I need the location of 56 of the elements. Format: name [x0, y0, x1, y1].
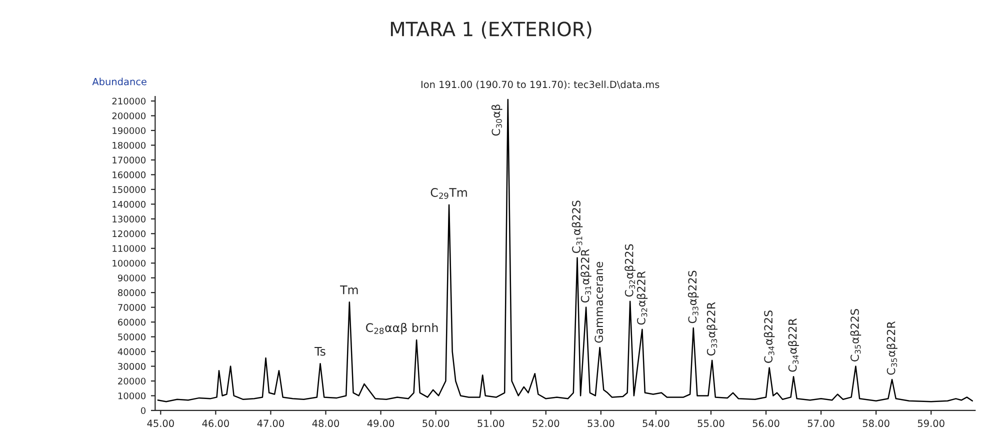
x-tick-label: 49.00 — [367, 420, 394, 428]
y-tick-label: 50000 — [118, 334, 146, 340]
chart-title: MTARA 1 (EXTERIOR) — [390, 21, 592, 39]
annotation: C$_{29}$Tm — [430, 188, 467, 199]
annotation: C$_{35}$αβ22S — [850, 309, 862, 362]
y-tick-label: 120000 — [112, 230, 146, 238]
annotation: C$_{33}$αβ22S — [688, 270, 699, 324]
x-tick-label: 57.00 — [808, 420, 834, 428]
y-tick-label: 200000 — [112, 112, 146, 120]
y-tick-label: 140000 — [112, 200, 146, 208]
annotation: C$_{31}$αβ22R — [580, 249, 592, 303]
y-tick-label: 170000 — [112, 156, 146, 164]
y-tick-label: 130000 — [112, 216, 146, 222]
x-tick-label: 58.00 — [862, 420, 890, 428]
chart-subtitle: Ion 191.00 (190.70 to 191.70): tec3ell.D\data.ms — [421, 80, 660, 90]
y-tick-label: 0 — [140, 407, 146, 414]
annotation: C$_{34}$αβ22S — [764, 310, 775, 363]
y-tick-label: 100000 — [112, 260, 146, 267]
x-tick-label: 48.00 — [312, 420, 340, 428]
y-axis-title: Abundance — [92, 78, 146, 86]
x-tick-label: 56.00 — [752, 420, 780, 428]
y-tick-label: 210000 — [112, 98, 146, 105]
y-tick-label: 40000 — [118, 348, 146, 356]
annotation: C$_{34}$αβ22R — [788, 318, 799, 372]
annotation: Ts — [314, 346, 326, 356]
x-tick-label: 45.00 — [147, 420, 174, 428]
annotation: C$_{32}$αβ22S — [624, 244, 636, 297]
y-tick-label: 10000 — [118, 392, 146, 400]
x-tick-label: 54.00 — [642, 420, 670, 428]
x-tick-label: 51.00 — [478, 420, 504, 428]
y-tick-label: 80000 — [118, 289, 146, 296]
y-tick-label: 160000 — [112, 171, 146, 178]
y-tick-label: 60000 — [118, 318, 146, 326]
annotation: Tm — [340, 286, 358, 294]
annotation: C$_{35}$αβ22R — [886, 321, 898, 375]
x-tick-label: 47.00 — [257, 420, 284, 428]
y-tick-label: 150000 — [112, 186, 146, 193]
x-tick-label: 46.00 — [202, 420, 229, 428]
annotation: C$_{28}$ααβ brnh — [366, 322, 438, 334]
annotation: Gammacerane — [594, 262, 604, 343]
annotation: C$_{32}$αβ22R — [636, 271, 648, 325]
y-tick-label: 30000 — [118, 362, 146, 370]
annotation: C$_{30}$αβ — [491, 104, 502, 136]
y-tick-label: 110000 — [112, 245, 146, 252]
x-tick-label: 53.00 — [588, 420, 614, 428]
y-tick-label: 90000 — [118, 274, 146, 282]
line-series — [157, 98, 973, 402]
x-tick-label: 52.00 — [532, 420, 560, 428]
y-tick-label: 20000 — [118, 378, 146, 385]
x-tick-label: 59.00 — [918, 420, 944, 428]
annotation: C$_{33}$αβ22R — [706, 302, 718, 356]
x-tick-label: 50.00 — [422, 420, 450, 428]
y-tick-label: 190000 — [112, 127, 146, 134]
y-tick-label: 180000 — [112, 142, 146, 149]
x-tick-label: 55.00 — [698, 420, 724, 428]
y-tick-label: 70000 — [118, 304, 146, 311]
